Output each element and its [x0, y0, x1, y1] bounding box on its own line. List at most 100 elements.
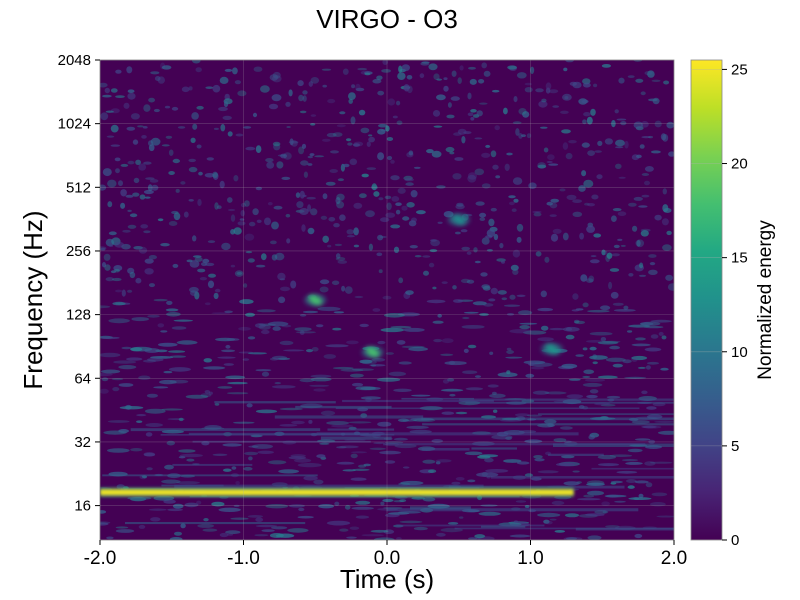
noise-blob: [460, 229, 468, 233]
noise-blob: [628, 273, 634, 277]
y-tick-label: 256: [66, 243, 91, 260]
noise-blob: [159, 379, 177, 385]
noise-blob: [178, 456, 186, 459]
noise-blob: [562, 93, 572, 101]
noise-blob: [211, 312, 231, 315]
noise-blob: [179, 453, 203, 458]
noise-blob: [291, 420, 305, 425]
noise-blob: [485, 144, 491, 148]
noise-blob: [509, 329, 532, 334]
noise-blob: [462, 370, 478, 375]
noise-blob: [403, 84, 410, 92]
noise-blob: [332, 132, 343, 138]
noise-blob: [586, 482, 605, 486]
noise-blob: [454, 157, 464, 161]
noise-blob: [399, 499, 407, 503]
noise-blob: [163, 370, 173, 374]
noise-blob: [449, 393, 456, 397]
noise-blob: [283, 349, 305, 352]
noise-blob: [326, 132, 337, 138]
noise-blob: [641, 173, 650, 176]
noise-blob: [485, 469, 509, 473]
noise-blob: [363, 463, 372, 467]
noise-blob: [110, 144, 121, 147]
noise-blob: [100, 510, 107, 514]
noise-blob: [341, 285, 346, 292]
noise-blob: [481, 62, 488, 69]
noise-blob: [545, 87, 551, 94]
noise-blob: [481, 183, 491, 189]
noise-blob: [612, 363, 623, 368]
noise-blob: [526, 414, 543, 417]
noise-blob: [393, 246, 400, 253]
noise-blob: [474, 260, 481, 264]
low-freq-band: [327, 428, 395, 431]
noise-blob: [360, 127, 370, 134]
noise-blob: [168, 350, 186, 353]
noise-blob: [235, 481, 240, 485]
noise-blob: [469, 78, 477, 85]
noise-blob: [666, 121, 674, 129]
noise-blob: [168, 367, 191, 372]
noise-blob: [359, 193, 367, 199]
noise-blob: [132, 139, 139, 145]
noise-blob: [503, 459, 522, 463]
noise-blob: [244, 200, 250, 207]
noise-blob: [337, 260, 348, 264]
noise-blob: [506, 152, 513, 156]
noise-blob: [138, 163, 147, 171]
noise-blob: [499, 242, 504, 249]
noise-blob: [308, 419, 313, 424]
noise-blob: [270, 240, 277, 245]
noise-blob: [493, 233, 499, 241]
noise-blob: [665, 274, 673, 281]
noise-blob: [636, 154, 642, 159]
noise-blob: [364, 72, 371, 76]
noise-blob: [615, 139, 625, 147]
noise-blob: [633, 60, 643, 62]
noise-blob: [190, 137, 196, 143]
noise-blob: [153, 108, 160, 113]
noise-blob: [399, 520, 423, 524]
noise-blob: [492, 89, 500, 93]
noise-blob: [586, 394, 598, 399]
noise-blob: [302, 310, 319, 314]
noise-blob: [433, 125, 443, 128]
noise-blob: [139, 194, 146, 200]
noise-blob: [590, 108, 596, 116]
noise-blob: [594, 150, 602, 153]
x-tick-label: -2.0: [84, 548, 117, 569]
noise-blob: [218, 106, 228, 112]
noise-blob: [160, 330, 168, 333]
noise-blob: [651, 79, 661, 83]
noise-blob: [386, 137, 394, 141]
noise-blob: [112, 277, 122, 282]
noise-blob: [490, 150, 497, 158]
low-freq-band: [174, 484, 484, 488]
noise-blob: [245, 312, 255, 317]
noise-blob: [350, 451, 368, 454]
noise-blob: [336, 201, 345, 209]
noise-blob: [261, 371, 270, 377]
noise-blob: [199, 277, 207, 281]
noise-blob: [571, 309, 580, 312]
noise-blob: [387, 98, 396, 106]
noise-blob: [572, 470, 580, 473]
noise-blob: [351, 84, 356, 89]
noise-blob: [436, 532, 446, 537]
noise-blob: [627, 330, 633, 333]
noise-blob: [548, 89, 559, 94]
noise-blob: [384, 195, 392, 200]
noise-blob: [257, 450, 275, 454]
noise-blob: [396, 100, 401, 106]
noise-blob: [631, 357, 638, 362]
noise-blob: [350, 373, 364, 378]
noise-blob: [361, 534, 384, 537]
noise-blob: [628, 497, 652, 500]
colorbar-tick-label: 25: [731, 61, 748, 78]
noise-blob: [348, 421, 372, 424]
noise-blob: [467, 344, 477, 349]
noise-blob: [333, 223, 340, 228]
noise-blob: [146, 393, 158, 398]
noise-blob: [378, 269, 383, 274]
